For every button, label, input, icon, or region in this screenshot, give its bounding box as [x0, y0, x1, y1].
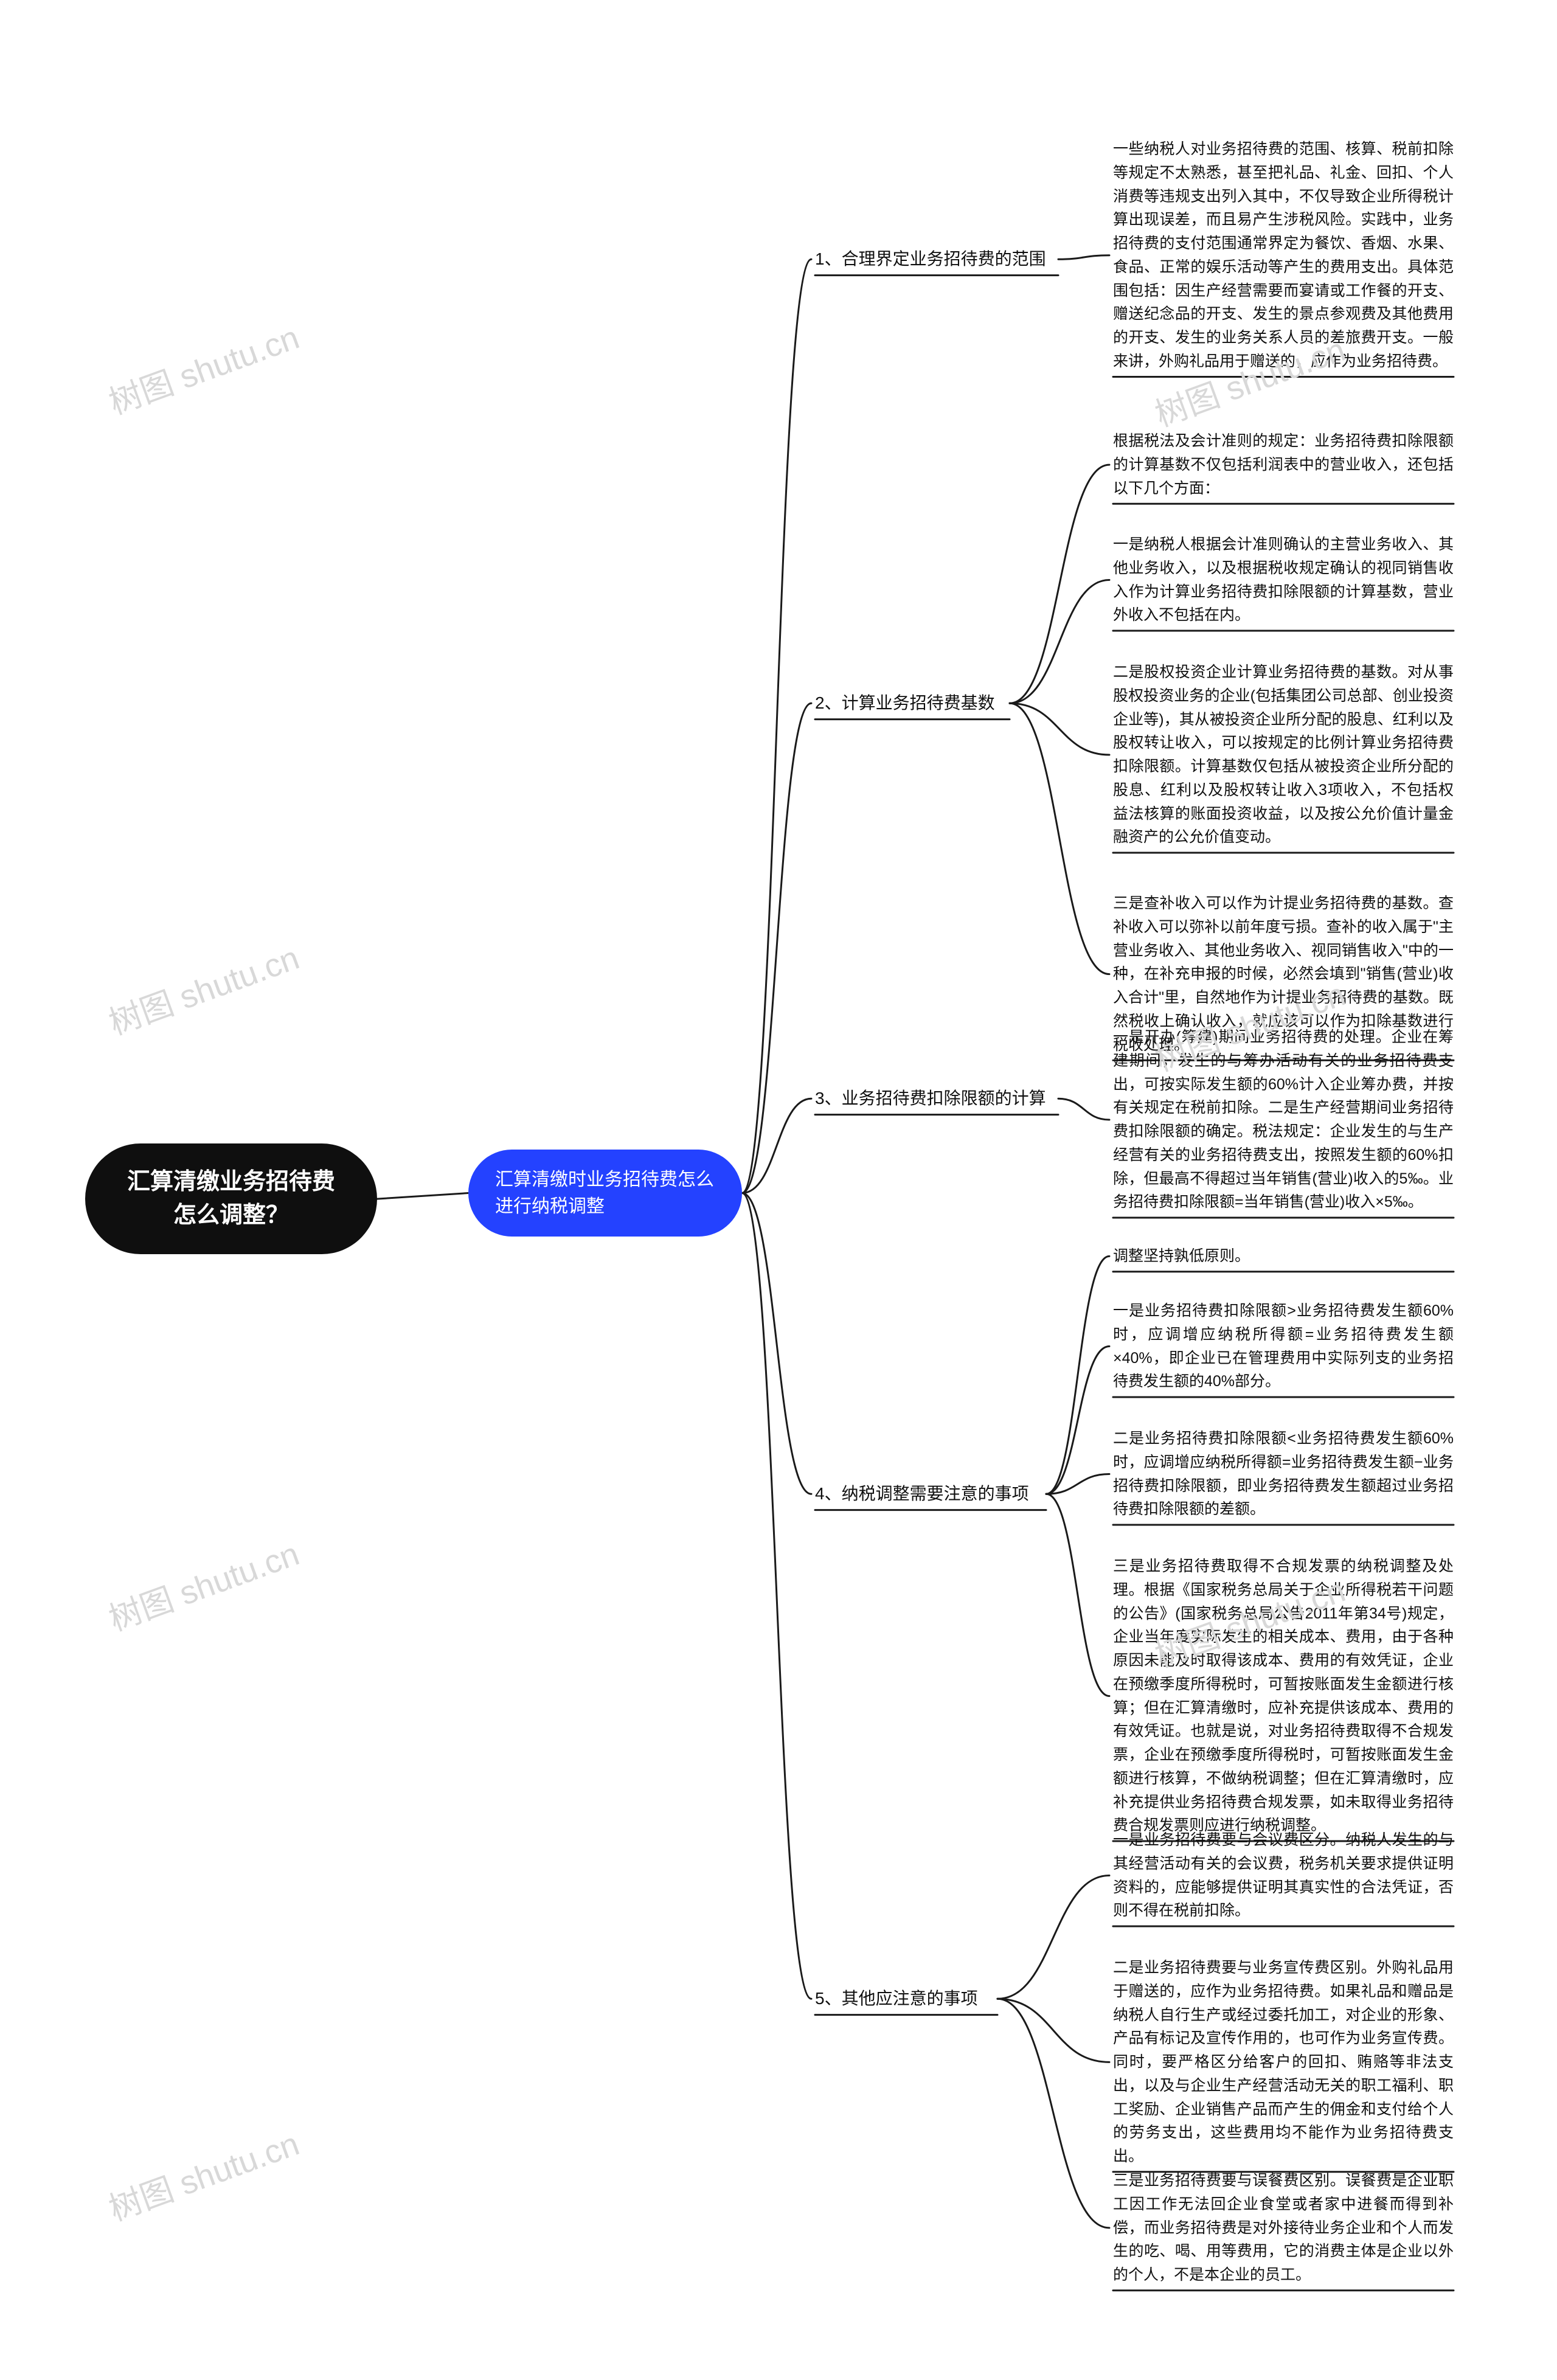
lvl3-node: 二是业务招待费要与业务宣传费区别。外购礼品用于赠送的，应作为业务招待费。如果礼品…: [1113, 1952, 1454, 2172]
watermark-text: 树图 shutu.cn: [101, 310, 304, 423]
watermark-text: 树图 shutu.cn: [101, 2117, 304, 2230]
mindmap-stage: 汇算清缴业务招待费怎么调整？ 汇算清缴时业务招待费怎么进行纳税调整 1、合理界定…: [0, 0, 1557, 2380]
lvl3-node: 一是纳税人根据会计准则确认的主营业务收入、其他业务收入，以及根据税收规定确认的视…: [1113, 529, 1454, 631]
lvl3-node: 二是股权投资企业计算业务招待费的基数。对从事股权投资业务的企业(包括集团公司总部…: [1113, 657, 1454, 853]
lvl3-node: 根据税法及会计准则的规定：业务招待费扣除限额的计算基数不仅包括利润表中的营业收入…: [1113, 426, 1454, 504]
lvl2-node: 3、业务招待费扣除限额的计算: [815, 1083, 1058, 1115]
lvl2-node: 2、计算业务招待费基数: [815, 687, 1010, 720]
watermark-text: 树图 shutu.cn: [101, 1527, 304, 1640]
lvl2-node: 4、纳税调整需要注意的事项: [815, 1478, 1046, 1510]
lvl3-node: 调整坚持孰低原则。: [1113, 1241, 1454, 1272]
lvl2-node: 5、其他应注意的事项: [815, 1983, 997, 2015]
lvl2-node: 1、合理界定业务招待费的范围: [815, 243, 1058, 276]
lvl3-node: 三是业务招待费取得不合规发票的纳税调整及处理。根据《国家税务总局关于企业所得税若…: [1113, 1551, 1454, 1841]
lvl3-node: 三是业务招待费要与误餐费区别。误餐费是企业职工因工作无法回企业食堂或者家中进餐而…: [1113, 2165, 1454, 2291]
lvl3-node: 二是业务招待费扣除限额<业务招待费发生额60%时，应调增应纳税所得额=业务招待费…: [1113, 1423, 1454, 1525]
lvl3-node: 一是业务招待费扣除限额>业务招待费发生额60%时，应调增应纳税所得额=业务招待费…: [1113, 1296, 1454, 1397]
lvl3-node: 一是开办(筹建)期间业务招待费的处理。企业在筹建期间，发生的与筹办活动有关的业务…: [1113, 1022, 1454, 1218]
watermark-text: 树图 shutu.cn: [101, 931, 304, 1044]
lvl3-node: 一些纳税人对业务招待费的范围、核算、税前扣除等规定不太熟悉，甚至把礼品、礼金、回…: [1113, 134, 1454, 377]
root-node: 汇算清缴业务招待费怎么调整？: [85, 1143, 377, 1254]
lvl1-node: 汇算清缴时业务招待费怎么进行纳税调整: [468, 1150, 742, 1237]
lvl3-node: 一是业务招待费要与会议费区分。纳税人发生的与其经营活动有关的会议费，税务机关要求…: [1113, 1825, 1454, 1926]
